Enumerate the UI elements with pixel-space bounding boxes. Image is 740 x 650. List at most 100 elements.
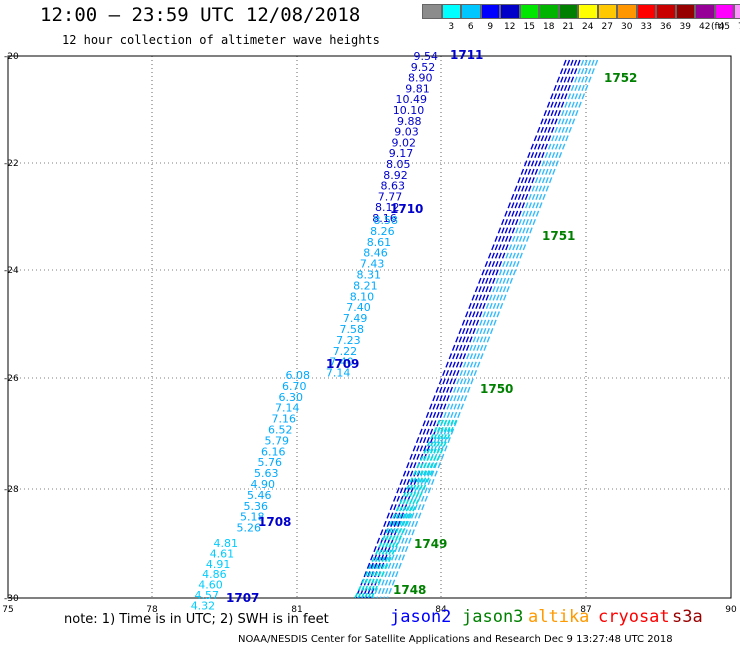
footer-credit: NOAA/NESDIS Center for Satellite Applica… [238, 634, 673, 645]
color-swatch [695, 4, 715, 19]
satellite-track-band [383, 59, 595, 599]
color-swatch [461, 4, 481, 19]
wave-height-value: 4.90 [251, 478, 276, 491]
wave-height-value: 6.70 [282, 380, 307, 393]
longitude-label: 81 [291, 605, 302, 615]
color-swatch [617, 4, 637, 19]
wave-height-value: 5.26 [237, 522, 262, 535]
wave-height-value: 5.46 [247, 489, 272, 502]
satellite-jason2-label: jason2 [390, 607, 452, 627]
pass-number-label: 1707 [226, 591, 259, 605]
wave-height-value: 4.91 [206, 558, 231, 571]
wave-height-value: 10.10 [393, 104, 425, 117]
wave-height-value: 5.76 [258, 456, 283, 469]
wave-height-value: 7.77 [378, 190, 403, 203]
color-scale-tick: 70 [734, 22, 740, 32]
color-scale-tick: 36 [660, 22, 672, 32]
color-scale-tick: 15 [523, 22, 535, 32]
color-swatch [519, 4, 539, 19]
satellite-track-band [358, 59, 571, 599]
wave-height-value: 7.40 [329, 356, 354, 369]
color-swatch [656, 4, 676, 19]
satellite-track-band [355, 59, 567, 599]
wave-height-value: 7.43 [360, 258, 385, 271]
satellite-track-band [376, 59, 588, 599]
color-swatch [500, 4, 520, 19]
pass-number-label: 1750 [480, 382, 513, 396]
wave-height-value: 4.60 [198, 579, 223, 592]
wave-height-value: 5.36 [244, 500, 269, 513]
wave-height-value: 10.49 [396, 93, 428, 106]
pass-number-label: 1751 [542, 229, 575, 243]
color-swatch [636, 4, 656, 19]
color-scale-tick: 9 [487, 22, 494, 32]
wave-height-value: 5.63 [254, 467, 279, 480]
wave-height-value: 9.17 [389, 147, 414, 160]
color-scale-unit: (ft) [711, 22, 725, 32]
map-title: 12:00 — 23:59 UTC 12/08/2018 [40, 4, 361, 26]
wave-height-value: 8.90 [408, 72, 433, 85]
wave-height-value: 7.22 [333, 345, 358, 358]
wave-height-value: 8.05 [386, 158, 411, 171]
color-scale-tick: 30 [621, 22, 633, 32]
wave-height-value: 7.40 [346, 301, 371, 314]
pass-number-label: 1752 [604, 71, 637, 85]
satellite-track-band [367, 419, 454, 599]
wave-height-value: 4.86 [202, 568, 227, 581]
wave-height-value: 9.81 [405, 82, 430, 95]
wave-height-value: 7.23 [336, 334, 361, 347]
satellite-jason3-label: jason3 [462, 607, 524, 627]
satellite-track-band [379, 59, 592, 599]
color-scale-tick: 21 [562, 22, 574, 32]
wave-height-value: 9.52 [411, 61, 436, 74]
satellite-s3a-label: s3a [672, 607, 703, 627]
wave-height-value: 7.14 [326, 367, 351, 380]
color-scale-tick: 6 [467, 22, 474, 32]
wave-height-value: 4.81 [214, 537, 239, 550]
satellite-altika-label: altika [528, 607, 590, 627]
color-scale-tick: 12 [504, 22, 516, 32]
wave-height-value: 8.16 [372, 212, 397, 225]
pass-number-label: 1709 [326, 357, 359, 371]
wave-height-value: 5.18 [240, 511, 265, 524]
color-scale-tick: 45 [718, 22, 730, 32]
wave-height-value: 4.57 [195, 589, 220, 602]
latitude-label: -28 [4, 485, 19, 495]
units-note: note: 1) Time is in UTC; 2) SWH is in fe… [64, 612, 329, 627]
wave-height-value: 8.31 [357, 269, 382, 282]
latitude-label: -20 [4, 52, 19, 62]
color-scale-tick: 27 [601, 22, 613, 32]
wave-height-value: 6.30 [279, 391, 304, 404]
wave-height-value: 5.79 [265, 434, 290, 447]
color-scale-tick: 42 [699, 22, 711, 32]
pass-number-label: 1711 [450, 48, 483, 62]
latitude-label: -26 [4, 374, 19, 384]
latitude-label: -24 [4, 266, 19, 276]
color-scale-tick: 39 [679, 22, 691, 32]
wave-height-value: 9.88 [397, 115, 422, 128]
wave-height-value: 8.46 [363, 247, 388, 260]
wave-height-value: 8.61 [367, 236, 392, 249]
longitude-label: 90 [725, 605, 737, 615]
longitude-label: 84 [435, 605, 447, 615]
map-frame [7, 55, 732, 599]
color-scale-tick: 18 [543, 22, 555, 32]
latitude-label: -22 [4, 159, 19, 169]
wave-height-value: 8.63 [381, 180, 406, 193]
longitude-label: 78 [146, 605, 158, 615]
map-subtitle: 12 hour collection of altimeter wave hei… [62, 33, 380, 47]
wave-height-value: 7.14 [275, 402, 300, 415]
wave-height-value: 8.58 [374, 214, 399, 227]
color-swatch [578, 4, 598, 19]
latitude-label: -30 [4, 594, 19, 604]
wave-height-value: 6.08 [286, 369, 311, 382]
pass-number-label: 1708 [258, 515, 291, 529]
color-swatch [480, 4, 500, 19]
color-scale-tick: 24 [582, 22, 594, 32]
color-scale-labels: 36912151821242730333639424570 [422, 22, 740, 32]
longitude-label: 87 [580, 605, 591, 615]
color-swatch [597, 4, 617, 19]
color-swatch [422, 4, 442, 19]
satellite-track-band [386, 59, 599, 599]
